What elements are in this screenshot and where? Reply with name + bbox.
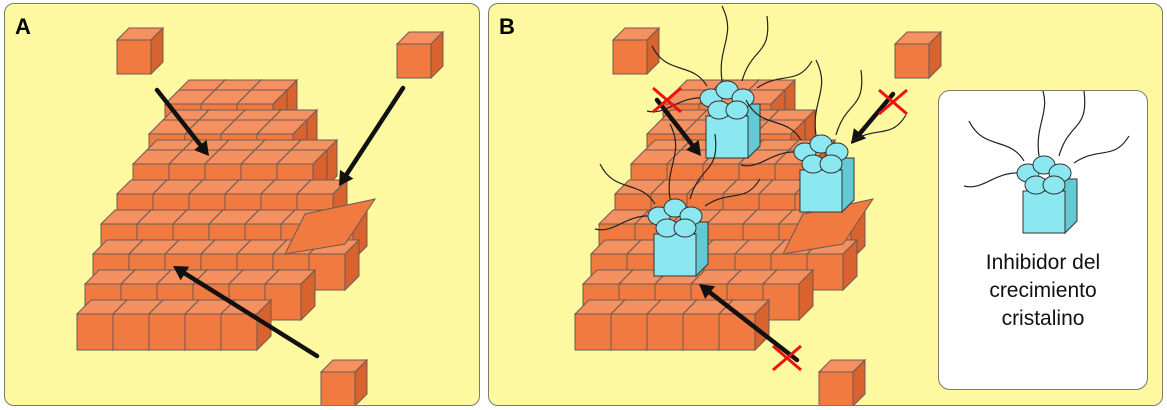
free-cube	[817, 358, 867, 405]
inhibitor-legend: Inhibidor del crecimiento cristalino	[938, 90, 1148, 390]
inhibited-crystal-growth-diagram	[573, 5, 943, 405]
blocked-x-icon	[652, 86, 682, 114]
free-cube	[611, 26, 661, 76]
inhibitor-molecule	[594, 123, 761, 278]
legend-line-2: crecimiento	[989, 279, 1097, 302]
crystal-cube	[761, 268, 815, 322]
blocked-growth-arrow	[654, 97, 701, 156]
free-cube	[395, 30, 445, 80]
legend-line-1: Inhibidor del	[985, 251, 1101, 274]
crystal-ledge	[284, 198, 377, 255]
inhibitor-legend-icon	[963, 91, 1130, 235]
panel-b: B Inhibidor del crecimiento cristalino	[488, 3, 1163, 406]
growth-arrow	[173, 266, 320, 359]
blocked-x-icon	[772, 344, 802, 372]
legend-line-3: cristalino	[1001, 307, 1085, 330]
inhibitor-molecule	[646, 5, 813, 160]
crystal-cube	[263, 268, 317, 322]
growth-arrow	[339, 85, 406, 186]
free-cube	[893, 30, 943, 80]
inhibitor-molecule	[963, 91, 1130, 235]
free-cube	[115, 26, 165, 76]
blocked-growth-arrow	[699, 284, 800, 363]
blocked-x-icon	[878, 88, 908, 116]
free-cube	[319, 358, 369, 405]
panel-label-a: A	[15, 14, 31, 39]
panel-label-b: B	[499, 14, 515, 39]
inhibitor-molecule	[740, 59, 907, 214]
panel-a: A	[4, 3, 480, 406]
growth-arrow	[154, 87, 209, 156]
legend-caption: Inhibidor del crecimiento cristalino	[939, 249, 1147, 333]
blocked-growth-arrow	[851, 91, 896, 144]
crystal-growth-diagram	[75, 26, 445, 405]
crystal-lattice	[75, 78, 377, 352]
